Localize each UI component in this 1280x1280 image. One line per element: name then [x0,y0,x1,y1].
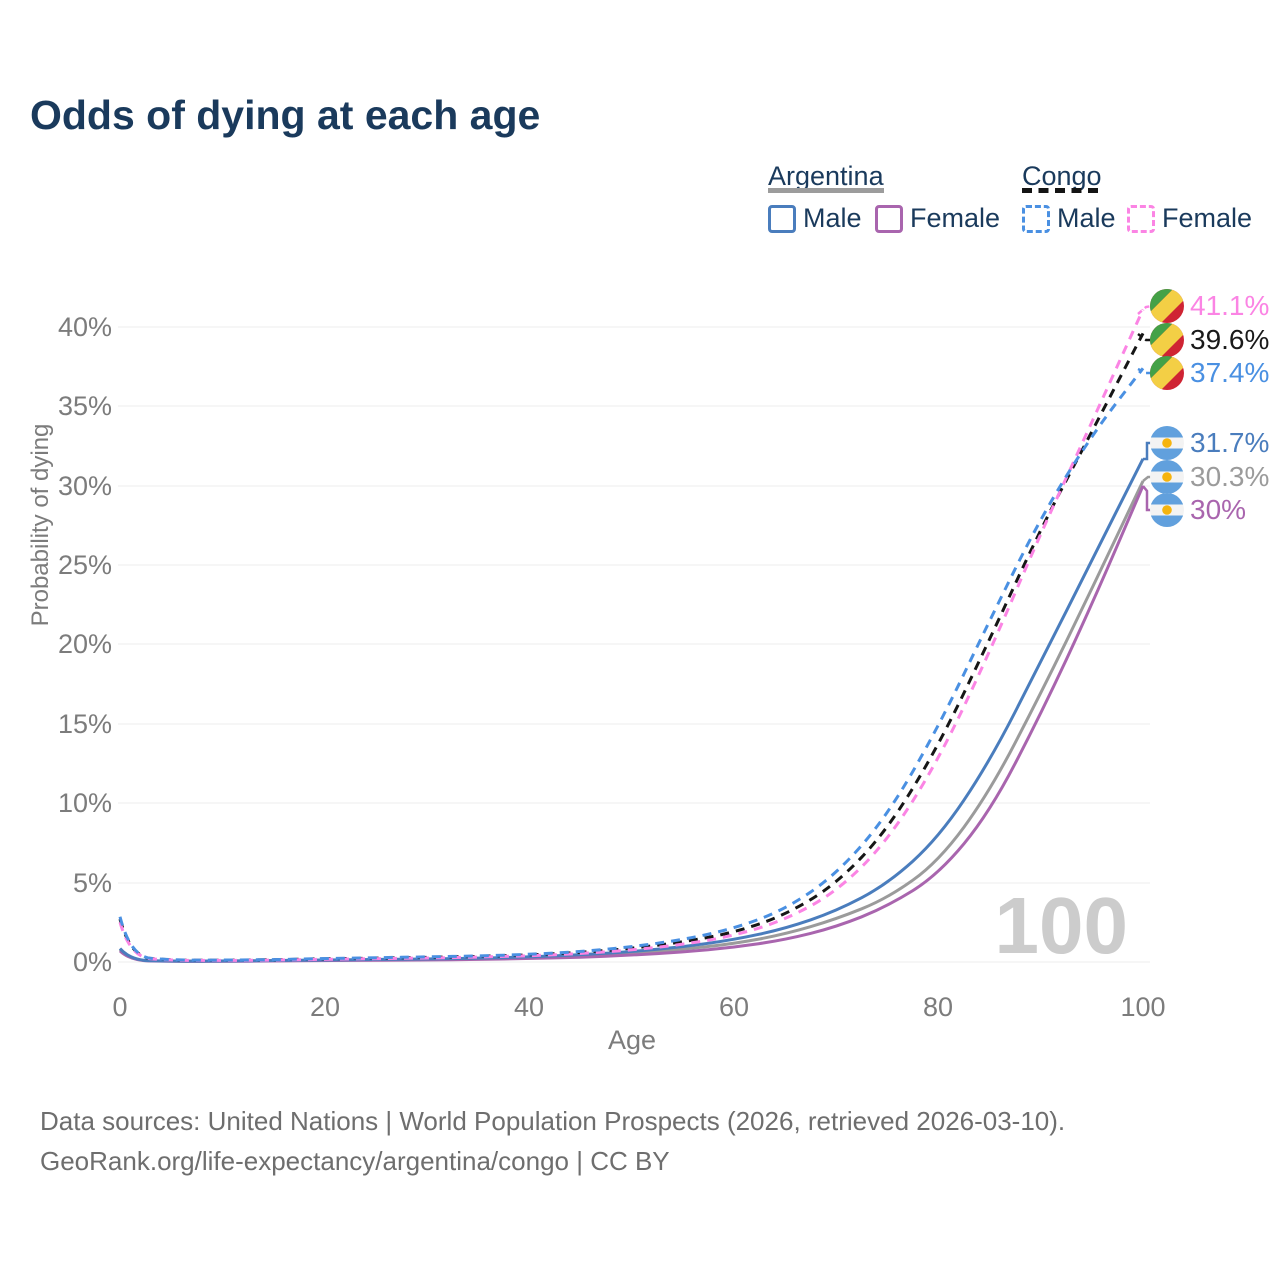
congo-male-swatch-icon [1022,204,1050,233]
legend-item-argentina-female[interactable]: Female [875,203,1000,234]
series-line-argentina-male[interactable] [118,458,1145,963]
x-tick: 20 [310,992,340,1022]
gridlines [118,326,1150,963]
congo-flag-icon [1150,356,1184,390]
x-tick: 40 [514,992,544,1022]
congo-flag-icon [1150,289,1184,323]
end-label-argentina-all: 30.3% [1150,460,1269,494]
end-label-value: 39.6% [1190,324,1270,355]
end-label-argentina-male: 31.7% [1150,426,1269,460]
legend-country-congo[interactable]: Congo [1022,161,1102,191]
end-label-congo-all: 39.6% [1150,323,1269,357]
connector-congo-female [1137,304,1153,315]
x-axis-ticks: 0 20 40 60 80 100 [112,992,1165,1022]
y-tick: 15% [58,709,112,739]
argentina-female-swatch-icon [875,204,903,233]
y-tick: 20% [58,629,112,659]
legend-label: Male [803,203,862,233]
y-tick: 30% [58,471,112,501]
end-label-value: 37.4% [1190,357,1270,388]
argentina-male-swatch-icon [768,204,796,233]
age-counter-watermark: 100 [995,881,1128,970]
y-axis-title: Probability of dying [27,424,54,627]
series-line-congo-female[interactable] [118,308,1145,962]
legend-item-congo-male[interactable]: Male [1022,203,1116,234]
legend-argentina-line-sample [768,188,884,193]
end-label-congo-male: 37.4% [1150,356,1269,390]
argentina-flag-icon [1150,493,1184,527]
end-label-value: 41.1% [1190,290,1270,321]
end-label-value: 30% [1190,494,1247,525]
page-title: Odds of dying at each age [30,92,541,138]
legend-item-congo-female[interactable]: Female [1127,203,1252,234]
congo-flag-icon [1150,323,1184,357]
y-axis-ticks: 40% 35% 30% 25% 20% 15% 10% 5% 0% [58,312,112,977]
series-line-congo-male[interactable] [118,367,1145,962]
end-label-congo-female: 41.1% [1150,289,1269,323]
x-tick: 60 [719,992,749,1022]
series-line-congo-all[interactable] [118,332,1145,962]
legend-country-argentina[interactable]: Argentina [768,161,884,191]
y-tick: 10% [58,788,112,818]
connector-argentina-male [1143,441,1152,461]
end-label-value: 30.3% [1190,461,1270,492]
argentina-flag-icon [1150,460,1184,494]
argentina-flag-icon [1150,426,1184,460]
legend-label: Female [910,203,1001,233]
data-sources-note: Data sources: United Nations | World Pop… [40,1106,1066,1136]
end-label-value: 31.7% [1190,427,1270,458]
y-tick: 0% [73,947,112,977]
attribution-note: GeoRank.org/life-expectancy/argentina/co… [40,1146,670,1176]
legend-item-argentina-male[interactable]: Male [768,203,862,234]
series-line-argentina-all[interactable] [118,480,1145,963]
series-lines [118,308,1145,963]
legend-label: Male [1057,203,1116,233]
y-tick: 25% [58,550,112,580]
legend-congo-line-sample [1022,188,1098,193]
y-tick: 35% [58,391,112,421]
x-tick: 100 [1120,992,1165,1022]
x-tick: 0 [112,992,127,1022]
x-tick: 80 [923,992,953,1022]
y-tick: 40% [58,312,112,342]
end-label-argentina-female: 30% [1150,493,1246,527]
connector-argentina-female [1142,485,1152,512]
x-axis-title: Age [608,1025,656,1055]
y-tick: 5% [73,868,112,898]
congo-female-swatch-icon [1127,204,1155,233]
legend-label: Female [1162,203,1253,233]
